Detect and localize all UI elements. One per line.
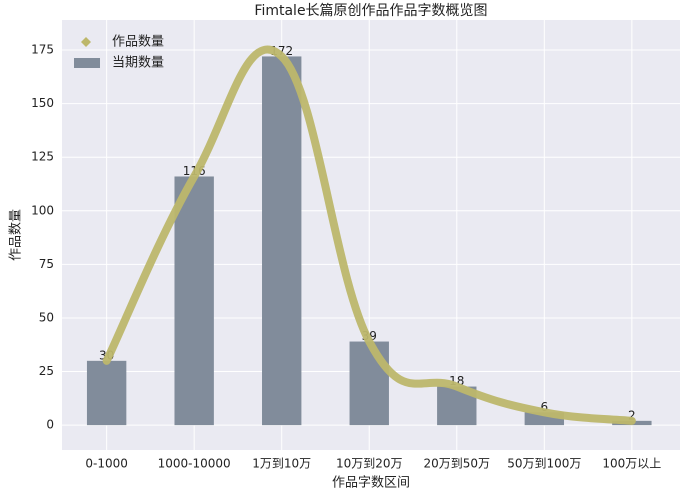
x-tick-label: 50万到100万: [507, 457, 581, 471]
legend-marker: [74, 58, 100, 68]
legend-label: 作品数量: [112, 35, 164, 50]
x-tick-label: 20万到50万: [424, 457, 491, 471]
y-tick-label: 100: [31, 203, 54, 217]
legend-marker: [81, 37, 91, 47]
x-tick-label: 1000-10000: [158, 457, 231, 471]
bar: [349, 341, 389, 426]
x-tick-label: 0-1000: [85, 457, 128, 471]
y-axis-label: 作品数量: [9, 209, 24, 261]
legend-label: 当期数量: [112, 56, 164, 71]
x-tick-label: 10万到20万: [336, 457, 403, 471]
y-tick-label: 125: [31, 150, 54, 164]
bar: [262, 56, 302, 426]
bar: [86, 360, 127, 426]
y-tick-label: 25: [39, 364, 54, 378]
x-tick-label: 100万以上: [602, 457, 661, 471]
y-tick-label: 50: [39, 310, 54, 324]
chart-title: Fimtale长篇原创作品作品字数概览图: [254, 3, 487, 19]
y-tick-label: 175: [31, 43, 54, 57]
y-tick-label: 150: [31, 96, 54, 110]
data-label: 2: [628, 408, 636, 422]
y-tick-label: 75: [39, 257, 54, 271]
x-tick-label: 1万到10万: [252, 457, 311, 471]
x-axis-label: 作品字数区间: [332, 476, 410, 491]
data-label: 6: [540, 400, 548, 414]
bar: [174, 176, 214, 426]
smooth-line: [102, 45, 636, 425]
y-tick-label: 0: [46, 418, 54, 432]
